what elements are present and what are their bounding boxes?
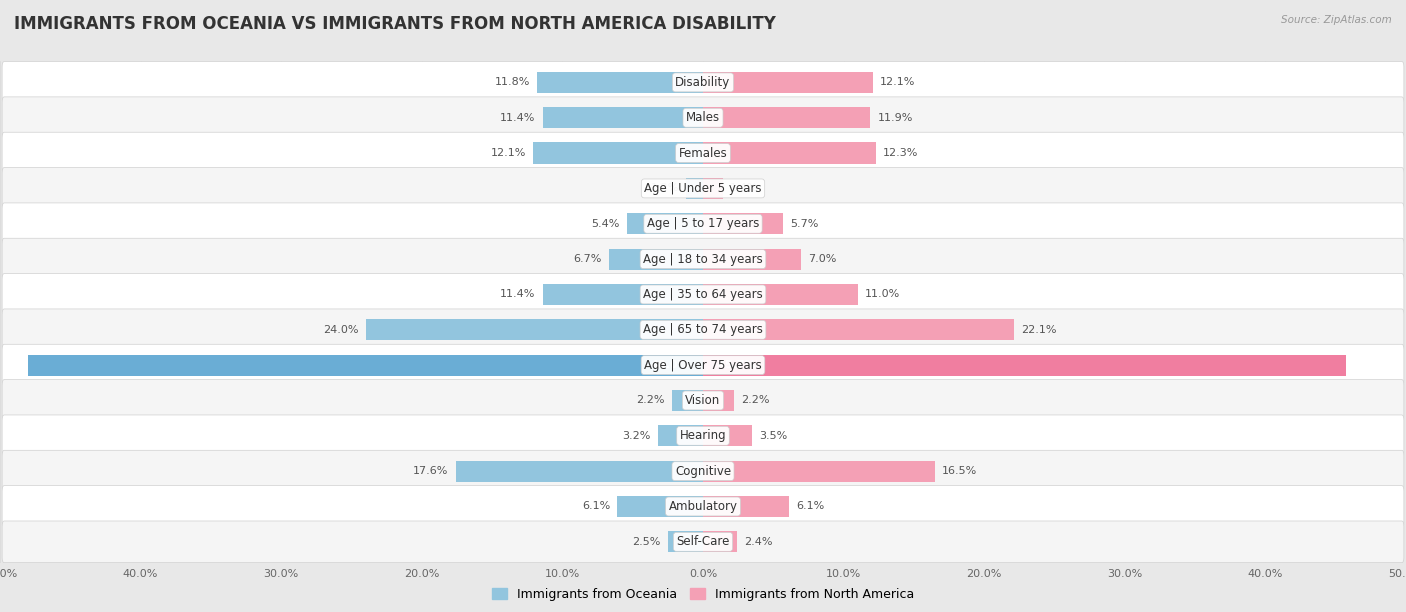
Text: 6.1%: 6.1% xyxy=(582,501,610,512)
Bar xyxy=(703,72,873,93)
Bar xyxy=(543,107,703,129)
Bar xyxy=(672,390,703,411)
Text: 17.6%: 17.6% xyxy=(413,466,449,476)
Bar xyxy=(686,178,703,199)
FancyBboxPatch shape xyxy=(1,450,1403,492)
FancyBboxPatch shape xyxy=(1,132,1403,174)
Bar xyxy=(366,319,703,340)
Bar xyxy=(703,178,723,199)
Text: 3.2%: 3.2% xyxy=(623,431,651,441)
Text: 11.4%: 11.4% xyxy=(501,113,536,123)
Text: Age | 5 to 17 years: Age | 5 to 17 years xyxy=(647,217,759,230)
Legend: Immigrants from Oceania, Immigrants from North America: Immigrants from Oceania, Immigrants from… xyxy=(486,583,920,606)
Bar xyxy=(703,319,1014,340)
Bar xyxy=(703,143,876,163)
Text: 1.2%: 1.2% xyxy=(651,184,679,193)
Bar xyxy=(627,213,703,234)
Bar xyxy=(537,72,703,93)
Text: Females: Females xyxy=(679,147,727,160)
Text: 1.4%: 1.4% xyxy=(730,184,758,193)
Text: 12.1%: 12.1% xyxy=(880,77,915,88)
Text: 5.7%: 5.7% xyxy=(790,218,818,229)
Text: 2.2%: 2.2% xyxy=(741,395,769,406)
Bar xyxy=(703,531,737,553)
Bar xyxy=(703,284,858,305)
Bar xyxy=(703,248,801,270)
FancyBboxPatch shape xyxy=(1,521,1403,562)
FancyBboxPatch shape xyxy=(1,62,1403,103)
Text: 6.7%: 6.7% xyxy=(574,254,602,264)
Bar xyxy=(609,248,703,270)
Bar xyxy=(703,354,1346,376)
Text: Age | Over 75 years: Age | Over 75 years xyxy=(644,359,762,371)
Text: 2.5%: 2.5% xyxy=(633,537,661,547)
Text: 11.0%: 11.0% xyxy=(865,289,900,299)
Text: 2.4%: 2.4% xyxy=(744,537,772,547)
Bar xyxy=(703,461,935,482)
Bar xyxy=(703,107,870,129)
Text: 12.1%: 12.1% xyxy=(491,148,526,158)
FancyBboxPatch shape xyxy=(1,379,1403,421)
Bar xyxy=(658,425,703,446)
Text: 12.3%: 12.3% xyxy=(883,148,918,158)
Text: 3.5%: 3.5% xyxy=(759,431,787,441)
FancyBboxPatch shape xyxy=(1,203,1403,245)
Text: 48.0%: 48.0% xyxy=(651,360,689,370)
Text: 45.7%: 45.7% xyxy=(717,360,755,370)
Text: Ambulatory: Ambulatory xyxy=(668,500,738,513)
Text: IMMIGRANTS FROM OCEANIA VS IMMIGRANTS FROM NORTH AMERICA DISABILITY: IMMIGRANTS FROM OCEANIA VS IMMIGRANTS FR… xyxy=(14,15,776,33)
Text: 16.5%: 16.5% xyxy=(942,466,977,476)
Bar xyxy=(703,425,752,446)
Text: Vision: Vision xyxy=(685,394,721,407)
Text: 5.4%: 5.4% xyxy=(592,218,620,229)
Text: Source: ZipAtlas.com: Source: ZipAtlas.com xyxy=(1281,15,1392,25)
Text: 11.4%: 11.4% xyxy=(501,289,536,299)
Bar xyxy=(703,213,783,234)
FancyBboxPatch shape xyxy=(1,274,1403,315)
Text: Age | Under 5 years: Age | Under 5 years xyxy=(644,182,762,195)
Bar xyxy=(533,143,703,163)
Text: Disability: Disability xyxy=(675,76,731,89)
Text: 2.2%: 2.2% xyxy=(637,395,665,406)
FancyBboxPatch shape xyxy=(1,238,1403,280)
Text: 7.0%: 7.0% xyxy=(808,254,837,264)
Bar xyxy=(703,496,789,517)
Bar xyxy=(28,354,703,376)
Text: Age | 65 to 74 years: Age | 65 to 74 years xyxy=(643,323,763,336)
Text: 11.8%: 11.8% xyxy=(495,77,530,88)
Bar xyxy=(456,461,703,482)
Bar xyxy=(703,390,734,411)
Text: Self-Care: Self-Care xyxy=(676,536,730,548)
Text: Age | 35 to 64 years: Age | 35 to 64 years xyxy=(643,288,763,301)
Text: Males: Males xyxy=(686,111,720,124)
Text: Age | 18 to 34 years: Age | 18 to 34 years xyxy=(643,253,763,266)
FancyBboxPatch shape xyxy=(1,486,1403,528)
Bar xyxy=(617,496,703,517)
Text: Hearing: Hearing xyxy=(679,429,727,442)
Bar xyxy=(543,284,703,305)
FancyBboxPatch shape xyxy=(1,168,1403,209)
FancyBboxPatch shape xyxy=(1,309,1403,351)
Text: Cognitive: Cognitive xyxy=(675,465,731,477)
Bar xyxy=(668,531,703,553)
FancyBboxPatch shape xyxy=(1,415,1403,457)
FancyBboxPatch shape xyxy=(1,345,1403,386)
FancyBboxPatch shape xyxy=(1,97,1403,138)
Text: 6.1%: 6.1% xyxy=(796,501,824,512)
Text: 11.9%: 11.9% xyxy=(877,113,912,123)
Text: 22.1%: 22.1% xyxy=(1021,325,1056,335)
Text: 24.0%: 24.0% xyxy=(323,325,359,335)
